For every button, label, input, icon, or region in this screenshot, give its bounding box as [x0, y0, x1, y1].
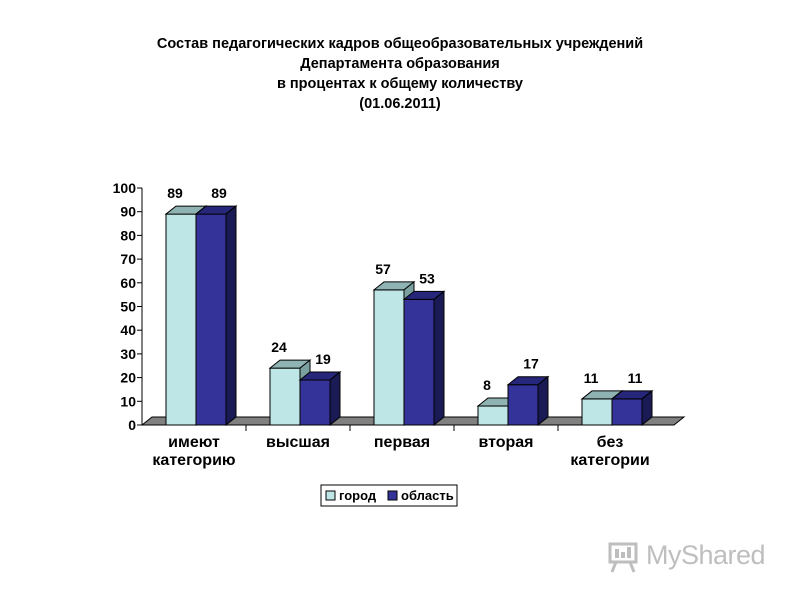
chart-title-line-1: Состав педагогических кадров общеобразов…	[156, 36, 644, 52]
bar	[477, 405, 509, 426]
bar	[403, 298, 435, 426]
x-tick-label: категории	[570, 452, 649, 469]
x-tick-label: высшая	[266, 434, 330, 451]
bar	[581, 398, 613, 426]
x-tick-label: первая	[374, 434, 430, 451]
legend-label: город	[339, 488, 377, 503]
bar	[269, 367, 301, 426]
bar-side	[433, 290, 445, 427]
y-tick-label: 100	[113, 180, 137, 196]
legend-swatch	[325, 490, 336, 501]
data-label: 57	[375, 261, 391, 277]
bar	[507, 384, 539, 426]
y-tick-label: 50	[120, 299, 136, 315]
data-label: 24	[271, 339, 287, 355]
watermark-text: MyShared	[646, 540, 766, 570]
y-tick-label: 30	[120, 346, 136, 362]
data-label: 8	[483, 377, 491, 393]
x-tick-label: категорию	[152, 452, 235, 469]
chart-title-line-4: (01.06.2011)	[359, 96, 441, 112]
data-label: 11	[584, 370, 599, 386]
x-tick-label: имеют	[168, 434, 220, 451]
x-tick-label: без	[597, 434, 624, 451]
bar	[299, 379, 331, 426]
x-tick-label: вторая	[478, 434, 533, 451]
legend-label: область	[401, 488, 454, 503]
y-tick-label: 20	[120, 370, 136, 386]
data-label: 17	[523, 356, 539, 372]
legend: город область	[320, 484, 458, 507]
bar	[165, 213, 197, 426]
y-tick-label: 90	[120, 204, 136, 220]
bar	[373, 289, 405, 426]
y-tick-label: 10	[120, 393, 136, 409]
bar	[195, 213, 227, 426]
bar-side	[641, 389, 653, 427]
y-tick-label: 40	[120, 322, 136, 338]
data-label: 53	[419, 270, 435, 286]
chart-title-line-3: в процентах к общему количеству	[276, 76, 523, 92]
chart-title: Состав педагогических кадров общеобразов…	[0, 34, 800, 114]
data-label: 19	[315, 351, 331, 367]
y-tick-label: 70	[120, 251, 136, 267]
y-tick-label: 0	[128, 417, 136, 433]
bar-side	[329, 370, 341, 427]
legend-swatch	[387, 490, 398, 501]
data-label: 89	[211, 185, 227, 201]
bar-side	[225, 205, 237, 427]
bar-side	[537, 375, 549, 427]
bar	[611, 398, 643, 426]
y-tick-label: 80	[120, 227, 136, 243]
y-tick-label: 60	[120, 275, 136, 291]
data-label: 89	[167, 185, 183, 201]
data-label: 11	[628, 370, 643, 386]
chart-title-line-2: Департамента образования	[300, 56, 500, 72]
watermark-logo: MyShared	[606, 538, 776, 574]
presentation-board-icon	[608, 542, 638, 573]
